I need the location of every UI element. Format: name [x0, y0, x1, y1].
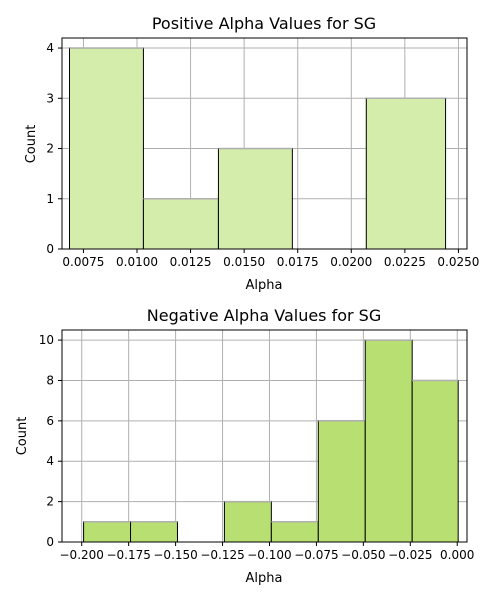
histogram-bar [411, 379, 459, 543]
histogram-bar [317, 420, 366, 543]
chart-title: Positive Alpha Values for SG [152, 14, 376, 33]
histogram-bar [217, 148, 293, 250]
y-tick-label: 8 [46, 373, 54, 387]
histogram-bar [364, 339, 413, 543]
bars [69, 47, 447, 250]
x-tick-label: −0.150 [153, 548, 197, 562]
x-axis-label: Alpha [246, 571, 283, 586]
y-ticks: 0 2 4 6 8 10 [39, 333, 62, 549]
y-tick-label: 3 [46, 91, 54, 105]
histogram-bar [142, 198, 219, 250]
y-tick-label: 0 [46, 535, 54, 549]
negative-alpha-histogram: Negative Alpha Values for SG −0.200 −0.17… [15, 306, 474, 586]
x-tick-label: −0.175 [106, 548, 150, 562]
histogram-bar [223, 501, 272, 543]
y-tick-label: 6 [46, 414, 54, 428]
plot-frame [61, 37, 468, 250]
x-tick-label: 0.0225 [384, 255, 426, 269]
histogram-bar [365, 97, 447, 250]
x-axis-label: Alpha [246, 278, 283, 293]
x-tick-label: 0.0200 [330, 255, 372, 269]
x-tick-label: −0.075 [294, 548, 338, 562]
x-tick-label: 0.000 [440, 548, 474, 562]
x-tick-label: 0.0075 [62, 255, 104, 269]
x-tick-label: 0.0250 [437, 255, 479, 269]
y-tick-label: 0 [46, 242, 54, 256]
x-tick-label: −0.200 [60, 548, 104, 562]
x-tick-label: −0.125 [200, 548, 244, 562]
y-ticks: 0 1 2 3 4 [46, 41, 62, 256]
y-tick-label: 4 [46, 454, 54, 468]
y-tick-label: 4 [46, 41, 54, 55]
x-tick-label: 0.0100 [116, 255, 158, 269]
x-tick-label: 0.0150 [223, 255, 265, 269]
histogram-bar [83, 521, 132, 543]
x-tick-label: 0.0175 [277, 255, 319, 269]
positive-alpha-histogram: Positive Alpha Values for SG 0.0075 0.010… [24, 14, 479, 293]
x-ticks: −0.200 −0.175 −0.150 −0.125 −0.100 −0.075 −0.0… [60, 542, 474, 562]
x-tick-label: −0.025 [388, 548, 432, 562]
y-axis-label: Count [24, 125, 39, 164]
y-tick-label: 2 [46, 495, 54, 509]
y-tick-label: 2 [46, 142, 54, 156]
y-tick-label: 1 [46, 192, 54, 206]
plot-frame [61, 329, 468, 543]
histogram-bar [130, 521, 178, 543]
x-ticks: 0.0075 0.0100 0.0125 0.0150 0.0175 0.0200 0.02… [62, 249, 479, 269]
chart-title: Negative Alpha Values for SG [147, 306, 381, 325]
histogram-bar [69, 47, 144, 250]
x-tick-label: −0.050 [341, 548, 385, 562]
y-axis-label: Count [15, 417, 30, 456]
y-tick-label: 10 [39, 333, 54, 347]
x-tick-label: 0.0125 [170, 255, 212, 269]
bars [83, 339, 459, 543]
x-tick-label: −0.100 [247, 548, 291, 562]
histogram-bar [270, 521, 319, 543]
